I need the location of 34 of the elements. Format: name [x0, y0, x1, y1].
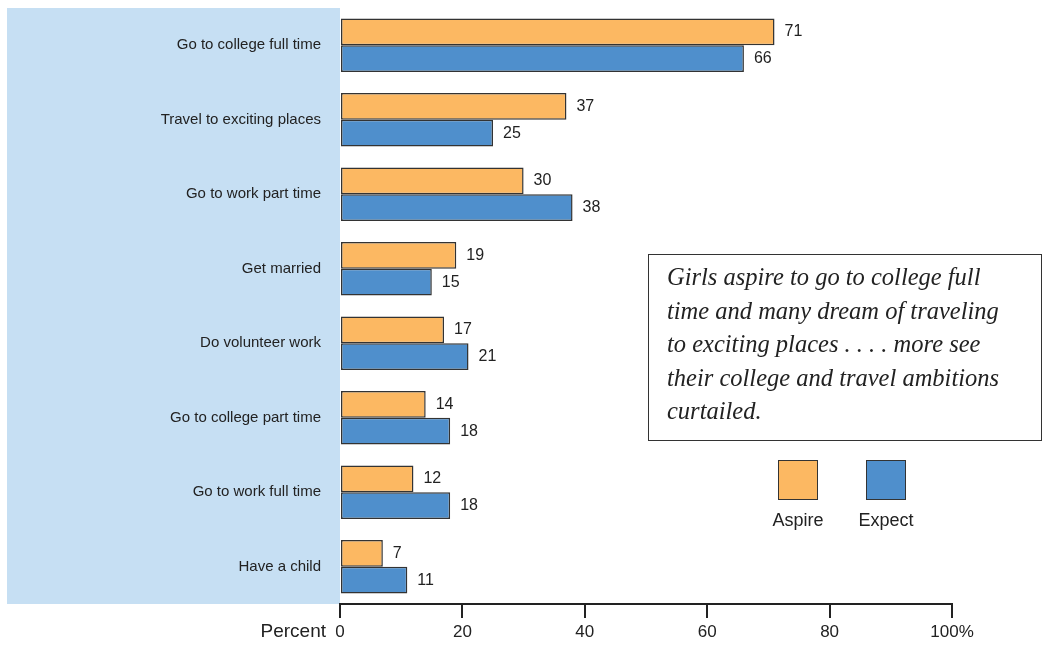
y-tick-label: Go to college part time — [170, 407, 321, 425]
x-tick-label: 100% — [930, 621, 974, 641]
data-label: 25 — [503, 123, 521, 141]
y-tick-label: Get married — [241, 258, 321, 276]
y-tick-label: Go to work part time — [185, 184, 321, 202]
x-tick-label: 60 — [697, 621, 717, 641]
data-label: 18 — [460, 421, 479, 439]
data-label: 30 — [533, 171, 552, 189]
x-tick-label: 20 — [452, 621, 472, 641]
x-tick-label: 80 — [820, 621, 840, 641]
y-tick-label: Go to work full time — [192, 482, 321, 500]
y-tick-label: Do volunteer work — [200, 333, 322, 351]
y-tick-label: Have a child — [238, 556, 321, 574]
data-label: 18 — [460, 496, 479, 514]
y-tick-label: Travel to exciting places — [160, 109, 321, 127]
legend-label: Aspire — [772, 510, 824, 531]
data-label: 17 — [454, 320, 472, 338]
data-label: 37 — [576, 96, 595, 114]
annotation: Girls aspire to go to college full time and many dream of traveling to exciting places . . . . more see their college and travel ambitions curtailed. — [667, 262, 1001, 426]
data-label: 7 — [392, 543, 402, 561]
data-label: 15 — [441, 272, 460, 290]
x-tick-label: 0 — [335, 621, 345, 641]
legend-label: Expect — [858, 510, 914, 531]
data-label: 38 — [582, 198, 601, 216]
data-label: 71 — [784, 22, 803, 40]
x-tick-label: 40 — [575, 621, 595, 641]
data-label: 14 — [435, 394, 454, 412]
data-label: 11 — [417, 570, 435, 588]
x-axis-title: Percent — [260, 620, 327, 642]
data-label: 19 — [466, 245, 485, 263]
y-tick-label: Go to college full time — [176, 35, 321, 53]
data-label: 12 — [423, 469, 442, 487]
data-label: 21 — [478, 347, 497, 365]
data-label: 66 — [753, 49, 772, 67]
